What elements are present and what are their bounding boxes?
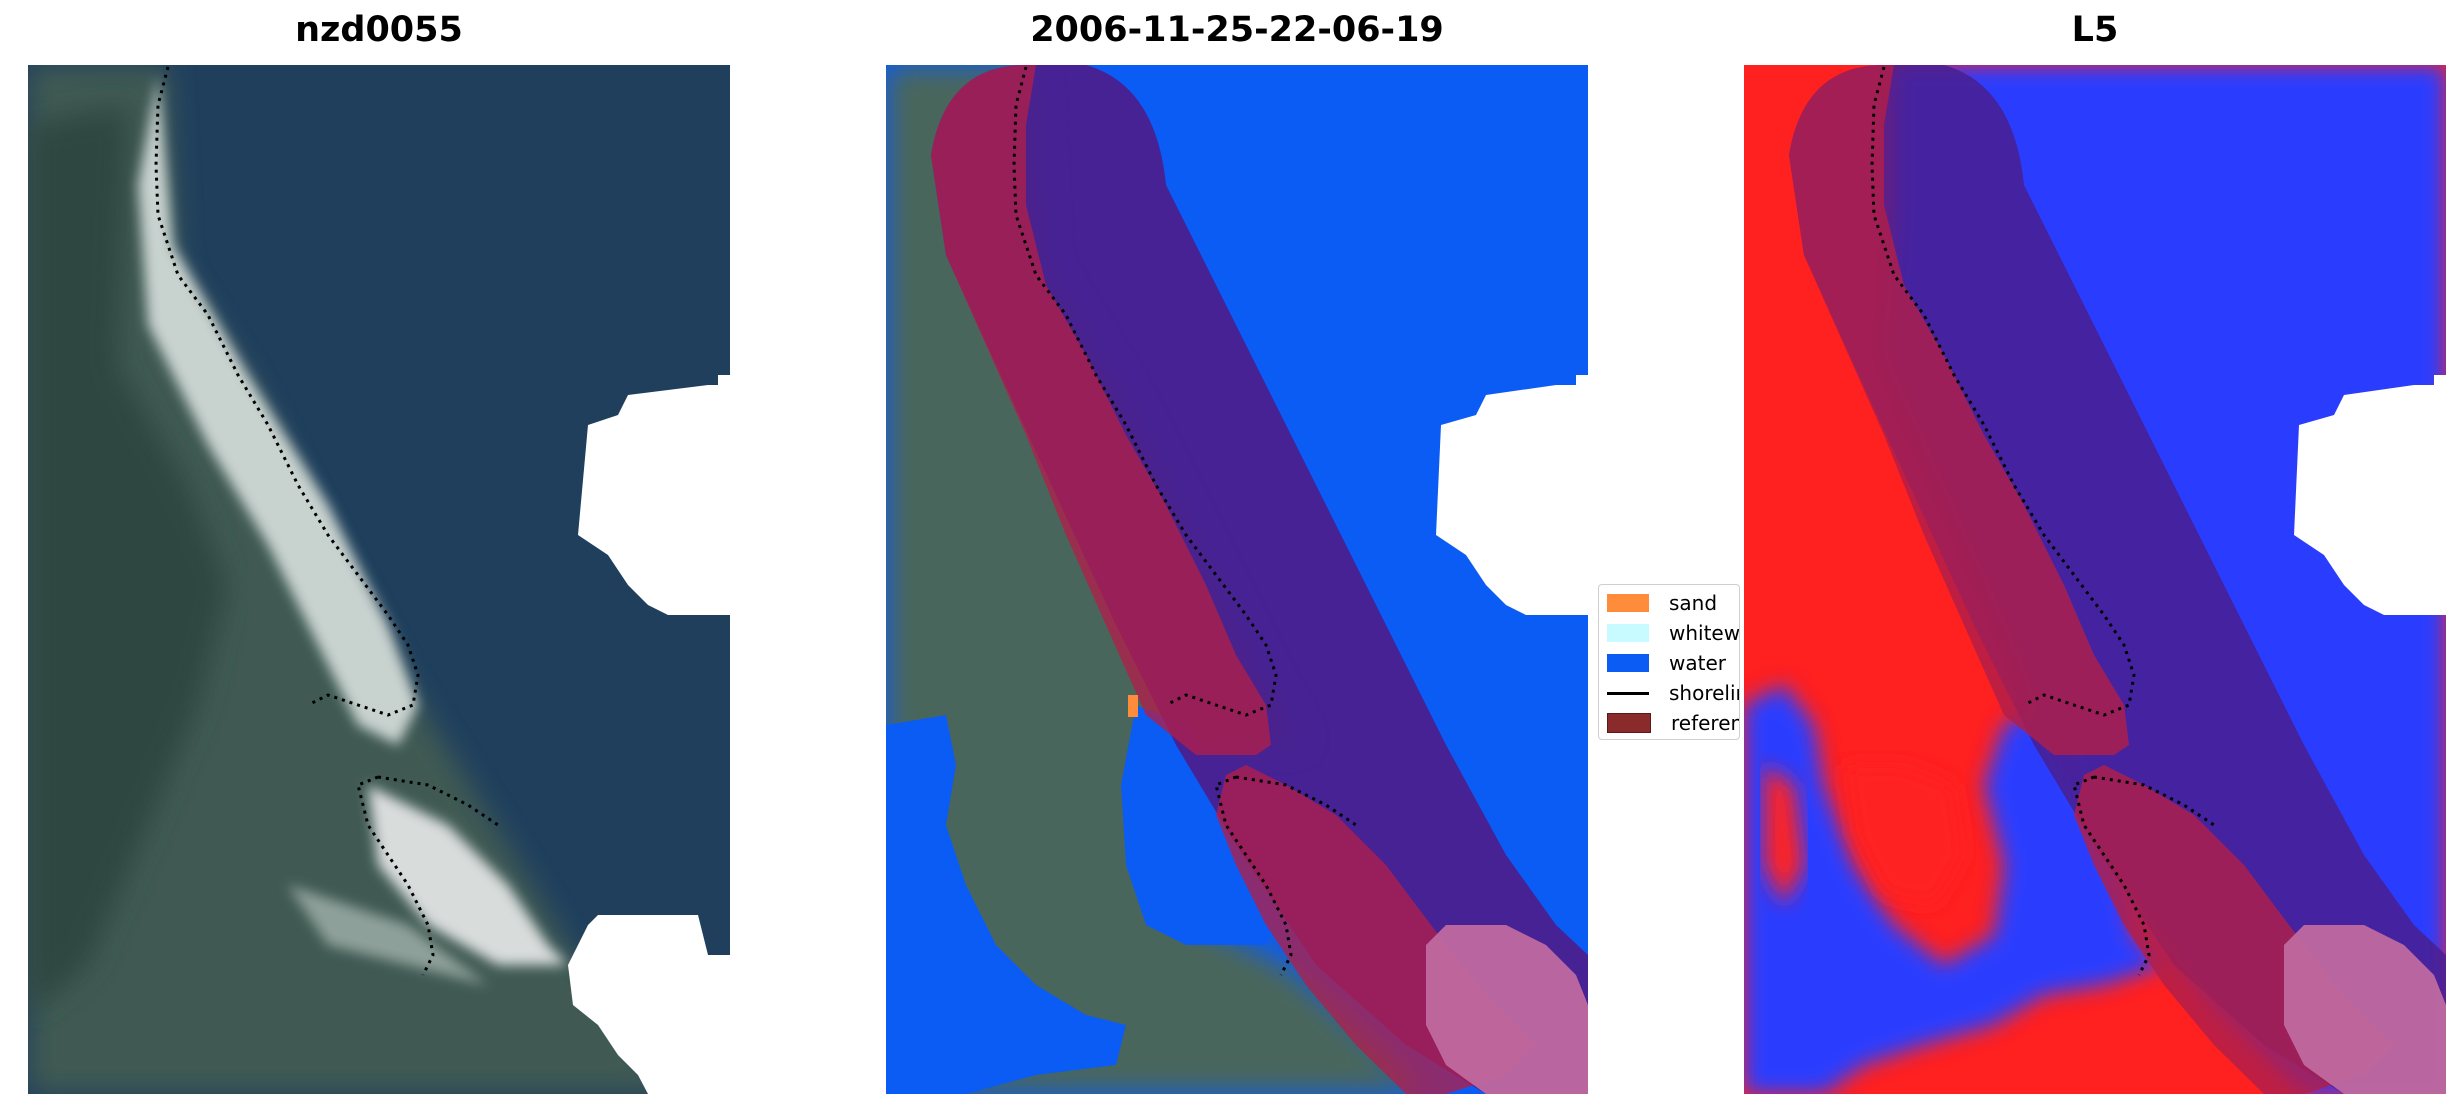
- index-map-panel: [1744, 65, 2446, 1094]
- panel-title-rgb: nzd0055: [295, 10, 463, 50]
- rgb-image: [28, 65, 730, 1094]
- legend-label-whitewater: whitewater: [1669, 621, 1740, 645]
- legend-swatch-water: [1607, 654, 1649, 672]
- legend-line-shoreline: [1607, 691, 1649, 695]
- classified-image-panel: [886, 65, 1588, 1094]
- panel-title-date: 2006-11-25-22-06-19: [1030, 10, 1444, 50]
- legend-item-reference: reference: [1607, 709, 1739, 737]
- legend-label-sand: sand: [1669, 591, 1718, 615]
- shoreline-line-rgb: [154, 66, 420, 717]
- shoreline-line-index: [1870, 66, 2136, 717]
- legend-swatch-sand: [1607, 594, 1649, 612]
- sand-pixels: [1128, 695, 1138, 717]
- index-map: [1744, 65, 2446, 1094]
- shoreline-line-classified: [1012, 66, 1278, 717]
- legend-label-shoreline: shoreline: [1669, 681, 1739, 705]
- legend-label-water: water: [1669, 651, 1726, 675]
- legend-swatch-reference: [1607, 713, 1651, 733]
- legend-item-shoreline: shoreline: [1607, 679, 1739, 707]
- legend-swatch-whitewater: [1607, 624, 1649, 642]
- rgb-image-panel: [28, 65, 730, 1094]
- classified-image: [886, 65, 1588, 1094]
- legend-item-whitewater: whitewater: [1607, 619, 1740, 647]
- legend-item-water: water: [1607, 649, 1726, 677]
- legend-item-sand: sand: [1607, 589, 1717, 617]
- legend-label-reference: reference: [1671, 711, 1739, 735]
- panel-title-index: L5: [2071, 10, 2119, 50]
- legend: sand whitewater water shoreline referenc…: [1598, 584, 1740, 740]
